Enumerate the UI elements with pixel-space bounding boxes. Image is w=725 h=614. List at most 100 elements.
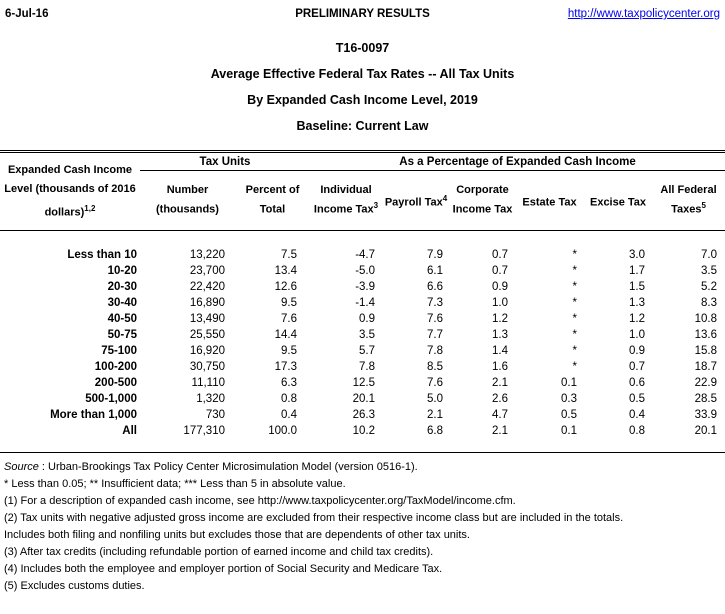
cell-percent-of-total: 0.4 (281, 409, 298, 421)
table-row-total: All 177,310 100.0 10.2 6.8 2.1 0.1 0.8 2… (0, 423, 725, 453)
cell-number: 22,420 (189, 281, 225, 293)
cell-corporate-income-tax: 2.1 (492, 377, 509, 389)
income-level-label: 20-30 (107, 281, 137, 293)
cell-estate-tax: * (572, 249, 578, 261)
footnote-source: Source : Urban-Brookings Tax Policy Cent… (4, 459, 725, 476)
cell-number: 177,310 (183, 425, 225, 437)
cell-estate-tax: * (572, 297, 578, 309)
table-row: 100-200 30,750 17.3 7.8 8.5 1.6 * 0.7 18… (0, 359, 725, 375)
cell-excise-tax: 1.3 (629, 297, 646, 309)
table-row: 40-50 13,490 7.6 0.9 7.6 1.2 * 1.2 10.8 (0, 311, 725, 327)
cell-percent-of-total: 6.3 (281, 377, 298, 389)
cell-excise-tax: 0.6 (629, 377, 646, 389)
col-header-percent-of-total: Percent of Total (235, 170, 311, 231)
table-row: 30-40 16,890 9.5 -1.4 7.3 1.0 * 1.3 8.3 (0, 295, 725, 311)
cell-individual-income-tax: -4.7 (355, 249, 376, 261)
table-row: 10-20 23,700 13.4 -5.0 6.1 0.7 * 1.7 3.5 (0, 263, 725, 279)
cell-estate-tax: 0.3 (561, 393, 578, 405)
cell-excise-tax: 1.2 (629, 313, 646, 325)
top-bar: 6-Jul-16 PRELIMINARY RESULTS http://www.… (0, 0, 725, 21)
cell-individual-income-tax: 10.2 (352, 425, 376, 437)
cell-all-federal-taxes: 33.9 (694, 409, 718, 421)
cell-corporate-income-tax: 2.1 (492, 425, 509, 437)
cell-all-federal-taxes: 7.0 (701, 249, 718, 261)
cell-corporate-income-tax: 4.7 (492, 409, 509, 421)
cell-excise-tax: 1.7 (629, 265, 646, 277)
cell-all-federal-taxes: 15.8 (694, 345, 718, 357)
cell-all-federal-taxes: 3.5 (701, 265, 718, 277)
cell-percent-of-total: 17.3 (274, 361, 298, 373)
cell-excise-tax: 3.0 (629, 249, 646, 261)
col-header-number: Number (thousands) (140, 170, 235, 231)
col-header-corporate-income-tax: Corporate Income Tax (450, 170, 516, 231)
cell-individual-income-tax: -1.4 (355, 297, 376, 309)
title-subtitle: By Expanded Cash Income Level, 2019 (247, 93, 478, 107)
status-label: PRELIMINARY RESULTS (295, 8, 430, 20)
cell-corporate-income-tax: 1.3 (492, 329, 509, 341)
cell-payroll-tax: 7.7 (427, 329, 444, 341)
cell-payroll-tax: 6.8 (427, 425, 444, 437)
column-header-row: Number (thousands) Percent of Total Indi… (0, 170, 725, 231)
table-row: More than 1,000 730 0.4 26.3 2.1 4.7 0.5… (0, 407, 725, 423)
cell-estate-tax: 0.1 (561, 425, 578, 437)
cell-estate-tax: * (572, 281, 578, 293)
cell-percent-of-total: 100.0 (268, 425, 298, 437)
col-header-excise-tax: Excise Tax (584, 170, 653, 231)
cell-all-federal-taxes: 10.8 (694, 313, 718, 325)
cell-all-federal-taxes: 20.1 (694, 425, 718, 437)
cell-number: 11,110 (191, 377, 225, 389)
col-header-estate-tax: Estate Tax (515, 170, 585, 231)
cell-payroll-tax: 7.6 (427, 313, 444, 325)
income-level-label: More than 1,000 (50, 409, 137, 421)
cell-corporate-income-tax: 0.9 (492, 281, 509, 293)
cell-all-federal-taxes: 8.3 (701, 297, 718, 309)
footnote-2: (2) Tax units with negative adjusted gro… (4, 512, 624, 524)
cell-corporate-income-tax: 1.6 (492, 361, 509, 373)
cell-individual-income-tax: -5.0 (355, 265, 376, 277)
income-level-label: 75-100 (101, 345, 137, 357)
cell-payroll-tax: 6.1 (427, 265, 444, 277)
footnote-symbols: * Less than 0.05; ** Insufficient data; … (4, 478, 346, 490)
source-link[interactable]: http://www.taxpolicycenter.org (567, 8, 720, 20)
cell-number: 13,490 (189, 313, 225, 325)
title-block: T16-0097 Average Effective Federal Tax R… (0, 42, 725, 133)
cell-all-federal-taxes: 13.6 (694, 329, 718, 341)
cell-corporate-income-tax: 1.0 (492, 297, 509, 309)
cell-excise-tax: 1.0 (629, 329, 646, 341)
cell-estate-tax: * (572, 361, 578, 373)
cell-number: 13,220 (189, 249, 225, 261)
cell-number: 16,920 (189, 345, 225, 357)
cell-number: 30,750 (189, 361, 225, 373)
group-header-row: Expanded Cash Income Level (thousands of… (0, 151, 725, 231)
cell-individual-income-tax: -3.9 (355, 281, 376, 293)
table-row: 20-30 22,420 12.6 -3.9 6.6 0.9 * 1.5 5.2 (0, 279, 725, 295)
cell-estate-tax: * (572, 329, 578, 341)
cell-estate-tax: 0.5 (561, 409, 578, 421)
footnote-5: (5) Excludes customs duties. (4, 580, 145, 592)
cell-excise-tax: 0.4 (629, 409, 646, 421)
income-level-label: 200-500 (94, 377, 137, 389)
cell-percent-of-total: 0.8 (281, 393, 298, 405)
cell-payroll-tax: 2.1 (427, 409, 444, 421)
cell-number: 730 (205, 409, 225, 421)
cell-number: 1,320 (196, 393, 225, 405)
cell-percent-of-total: 7.5 (281, 249, 298, 261)
cell-percent-of-total: 14.4 (274, 329, 298, 341)
source-label: Source (4, 461, 39, 473)
cell-individual-income-tax: 20.1 (352, 393, 376, 405)
cell-number: 25,550 (189, 329, 225, 341)
cell-estate-tax: * (572, 345, 578, 357)
income-level-header-text: Expanded Cash Income Level (thousands of… (4, 163, 136, 219)
table-row: 75-100 16,920 9.5 5.7 7.8 1.4 * 0.9 15.8 (0, 343, 725, 359)
table-id: T16-0097 (335, 41, 390, 55)
cell-all-federal-taxes: 28.5 (694, 393, 718, 405)
footnote-4: (4) Includes both the employee and emplo… (4, 563, 443, 575)
cell-percent-of-total: 12.6 (274, 281, 298, 293)
income-level-label: All (122, 425, 137, 437)
cell-payroll-tax: 6.6 (427, 281, 444, 293)
cell-payroll-tax: 7.8 (427, 345, 444, 357)
cell-payroll-tax: 5.0 (427, 393, 444, 405)
cell-percent-of-total: 9.5 (281, 297, 298, 309)
cell-individual-income-tax: 3.5 (359, 329, 376, 341)
cell-estate-tax: * (572, 313, 578, 325)
